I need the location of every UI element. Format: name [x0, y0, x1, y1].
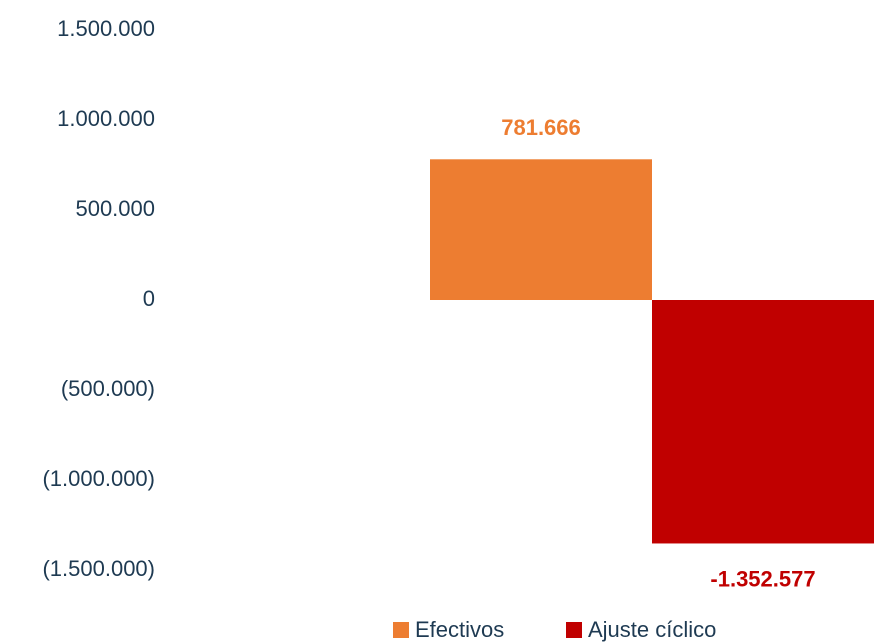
legend-swatch: [393, 622, 409, 638]
y-tick-label: 500.000: [75, 196, 155, 221]
legend-label: Efectivos: [415, 617, 504, 642]
bar: [430, 159, 652, 300]
legend-swatch: [566, 622, 582, 638]
data-label: -1.352.577: [710, 566, 815, 591]
legend-label: Ajuste cíclico: [588, 617, 716, 642]
data-label: 781.666: [501, 115, 581, 140]
y-tick-label: 0: [143, 286, 155, 311]
y-tick-label: 1.500.000: [57, 16, 155, 41]
bar: [652, 300, 874, 544]
y-tick-label: 1.000.000: [57, 106, 155, 131]
y-tick-label: (1.500.000): [42, 556, 155, 581]
y-tick-label: (500.000): [61, 376, 155, 401]
y-tick-label: (1.000.000): [42, 466, 155, 491]
